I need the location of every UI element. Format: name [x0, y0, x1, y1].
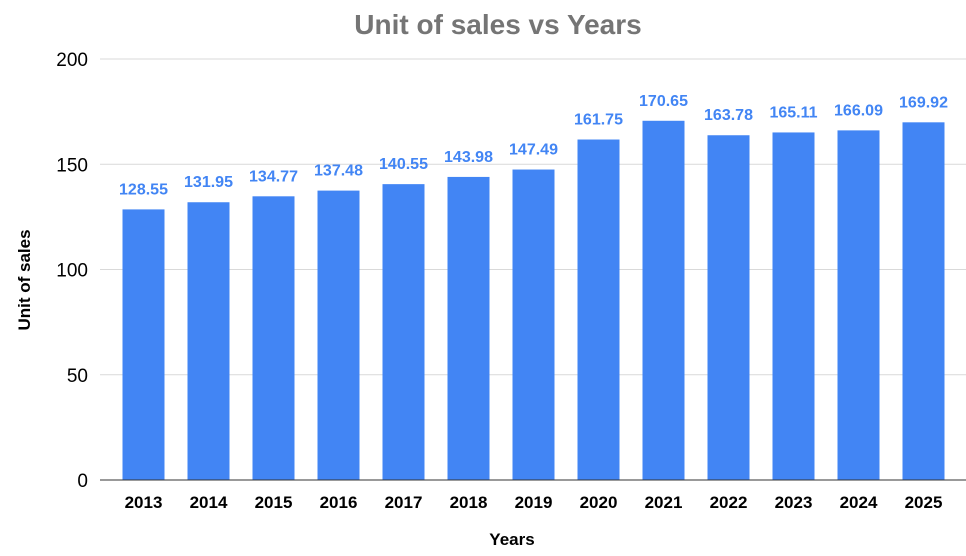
- bar-2022: [707, 135, 750, 480]
- data-label-2022: 163.78: [704, 107, 753, 124]
- x-tick-label: 2019: [515, 493, 553, 512]
- x-tick-label: 2023: [775, 493, 813, 512]
- x-axis-title: Years: [489, 530, 534, 549]
- data-label-2020: 161.75: [574, 112, 623, 129]
- x-tick-label: 2015: [255, 493, 293, 512]
- x-tick-label: 2013: [125, 493, 163, 512]
- y-axis-ticks: 0 50 100 150 200: [56, 50, 88, 492]
- y-tick-label: 0: [77, 471, 88, 492]
- data-label-2018: 143.98: [444, 149, 493, 166]
- data-label-2014: 131.95: [184, 174, 233, 191]
- x-tick-label: 2022: [710, 493, 748, 512]
- bar-2017: [382, 184, 425, 480]
- y-tick-label: 100: [56, 261, 88, 282]
- data-label-2016: 137.48: [314, 163, 363, 180]
- x-tick-label: 2017: [385, 493, 423, 512]
- x-tick-label: 2018: [450, 493, 488, 512]
- bar-2019: [512, 169, 555, 480]
- bars: [122, 120, 945, 481]
- bar-2013: [122, 209, 165, 480]
- x-tick-label: 2014: [190, 493, 228, 512]
- data-label-2015: 134.77: [249, 168, 298, 185]
- data-labels: 128.55 131.95 134.77 137.48 140.55 143.98 147.…: [119, 93, 948, 199]
- data-label-2019: 147.49: [509, 142, 558, 159]
- bar-2025: [902, 122, 945, 481]
- y-tick-label: 50: [67, 366, 88, 387]
- bar-2015: [252, 196, 295, 480]
- x-axis-ticks: 2013 2014 2015 2016 2017 2018 2019 2020 2021 2022…: [125, 493, 943, 512]
- x-tick-label: 2020: [580, 493, 618, 512]
- x-tick-label: 2025: [905, 493, 943, 512]
- data-label-2021: 170.65: [639, 93, 688, 110]
- y-axis-title: Unit of sales: [15, 229, 34, 330]
- x-tick-label: 2021: [645, 493, 683, 512]
- bar-2020: [577, 139, 620, 481]
- data-label-2013: 128.55: [119, 181, 168, 198]
- bar-2018: [447, 176, 490, 480]
- y-tick-label: 150: [56, 155, 88, 176]
- bar-2024: [837, 130, 880, 480]
- data-label-2017: 140.55: [379, 156, 428, 173]
- data-label-2023: 165.11: [769, 104, 817, 121]
- x-tick-label: 2024: [840, 493, 878, 512]
- bar-2021: [642, 120, 685, 481]
- data-label-2024: 166.09: [834, 102, 883, 119]
- bar-2014: [187, 202, 230, 481]
- bar-2023: [772, 132, 815, 480]
- data-label-2025: 169.92: [899, 94, 948, 111]
- y-tick-label: 200: [56, 50, 88, 71]
- x-tick-label: 2016: [320, 493, 358, 512]
- chart-title: Unit of sales vs Years: [354, 9, 641, 40]
- bar-2016: [317, 190, 360, 480]
